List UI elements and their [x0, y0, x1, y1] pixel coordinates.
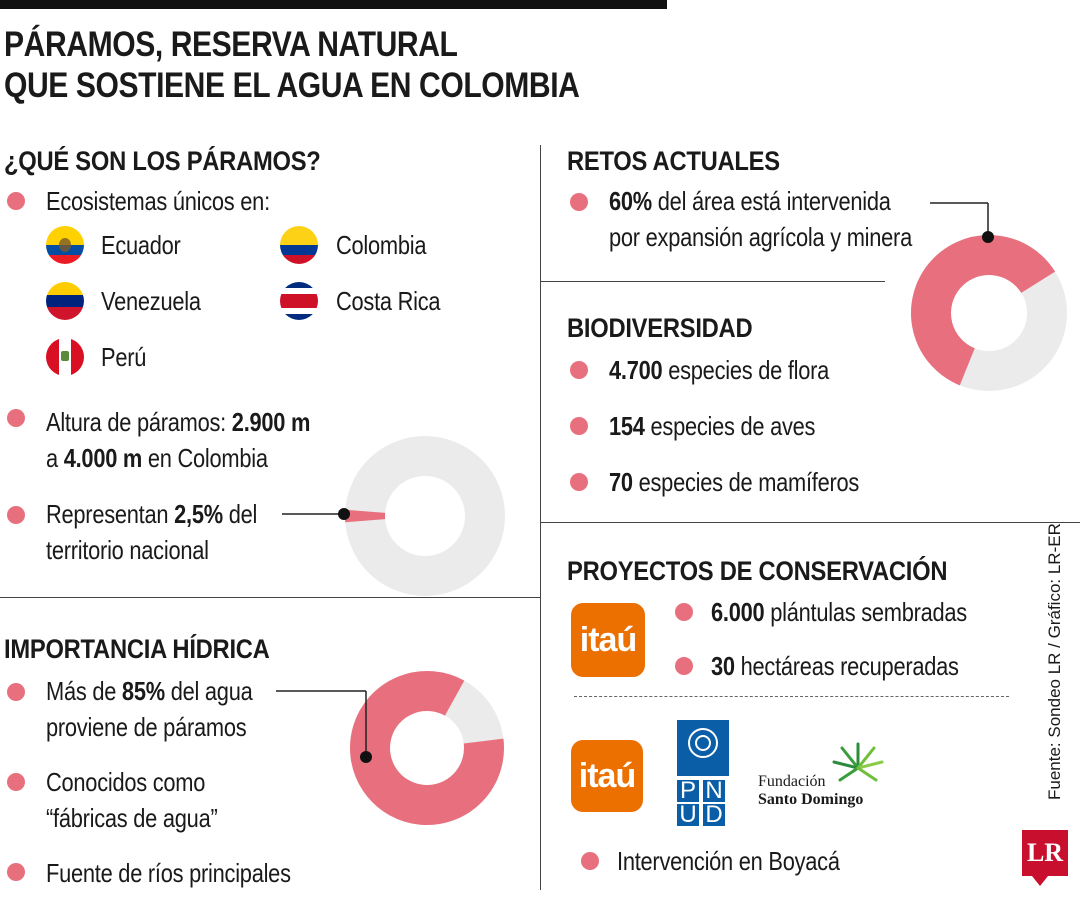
country-costa-rica: Costa Rica — [336, 286, 441, 316]
donut-agua — [350, 671, 504, 825]
lr-logo: LR — [1022, 830, 1068, 876]
itau-logo: itaú — [571, 603, 645, 677]
bullet — [675, 603, 693, 621]
bullet — [570, 361, 588, 379]
retos-text: 60% del área está intervenida por expans… — [609, 186, 912, 252]
country-colombia: Colombia — [336, 230, 427, 260]
bullet — [7, 409, 25, 427]
divider-bio — [540, 522, 1080, 523]
ecuador-flag-icon — [46, 226, 84, 264]
source-note: Fuente: Sondeo LR / Gráfico: LR-ER — [1045, 523, 1064, 800]
proyecto-item: 30 hectáreas recuperadas — [711, 651, 959, 681]
bio-item: 154 especies de aves — [609, 411, 816, 441]
bullet — [570, 417, 588, 435]
pnud-logo: P N U D — [677, 720, 729, 827]
column-divider — [540, 145, 541, 890]
rios-text: Fuente de ríos principales — [46, 858, 291, 888]
bullet — [7, 683, 25, 701]
intervencion-text: Intervención en Boyacá — [617, 846, 840, 876]
bullet — [7, 863, 25, 881]
divider-retos — [540, 281, 885, 282]
importancia-heading: IMPORTANCIA HÍDRICA — [4, 634, 270, 664]
bullet — [7, 773, 25, 791]
venezuela-flag-icon — [46, 282, 84, 320]
country-venezuela: Venezuela — [101, 286, 201, 316]
leader-dot-territorio — [338, 508, 350, 520]
fundacion-santo-domingo-logo: Fundación Santo Domingo — [758, 773, 864, 808]
bullet — [570, 193, 588, 211]
page-title: PÁRAMOS, RESERVA NATURAL QUE SOSTIENE EL… — [4, 25, 580, 105]
proyecto-item: 6.000 plántulas sembradas — [711, 597, 967, 627]
biodiversidad-heading: BIODIVERSIDAD — [567, 313, 753, 343]
donut-territorio — [345, 436, 505, 596]
bio-item: 70 especies de mamíferos — [609, 467, 860, 497]
top-rule — [0, 0, 667, 9]
costa-rica-flag-icon — [280, 282, 318, 320]
fabricas-text: Conocidos como “fábricas de agua” — [46, 767, 218, 833]
dashed-divider — [574, 696, 1009, 697]
lr-logo-tail — [1032, 876, 1048, 886]
bullet — [7, 192, 25, 210]
que-son-heading: ¿QUÉ SON LOS PÁRAMOS? — [4, 146, 321, 176]
fundacion-burst-icon — [832, 742, 884, 782]
altura-text: Altura de páramos: 2.900 m a 4.000 m en … — [46, 407, 311, 473]
un-emblem-icon — [677, 720, 729, 776]
bullet — [7, 506, 25, 524]
bullet — [581, 852, 599, 870]
retos-donut-share — [911, 235, 1056, 386]
itau-logo: itaú — [571, 740, 643, 812]
peru-flag-icon — [46, 338, 84, 376]
agua-text: Más de 85% del agua proviene de páramos — [46, 676, 253, 742]
intro-text: Ecosistemas únicos en: — [46, 186, 270, 216]
bio-item: 4.700 especies de flora — [609, 355, 830, 385]
leader-dot-agua — [360, 751, 372, 763]
country-ecuador: Ecuador — [101, 230, 181, 260]
agua-donut-share — [350, 671, 504, 825]
divider-left — [0, 597, 540, 598]
colombia-flag-icon — [280, 226, 318, 264]
donut-retos — [911, 235, 1067, 391]
representan-text: Representan 2,5% del territorio nacional — [46, 499, 258, 565]
leader-dot-retos — [982, 231, 994, 243]
proyectos-heading: PROYECTOS DE CONSERVACIÓN — [567, 556, 948, 586]
retos-heading: RETOS ACTUALES — [567, 146, 780, 176]
bullet — [570, 473, 588, 491]
country-peru: Perú — [101, 342, 147, 372]
bullet — [675, 657, 693, 675]
